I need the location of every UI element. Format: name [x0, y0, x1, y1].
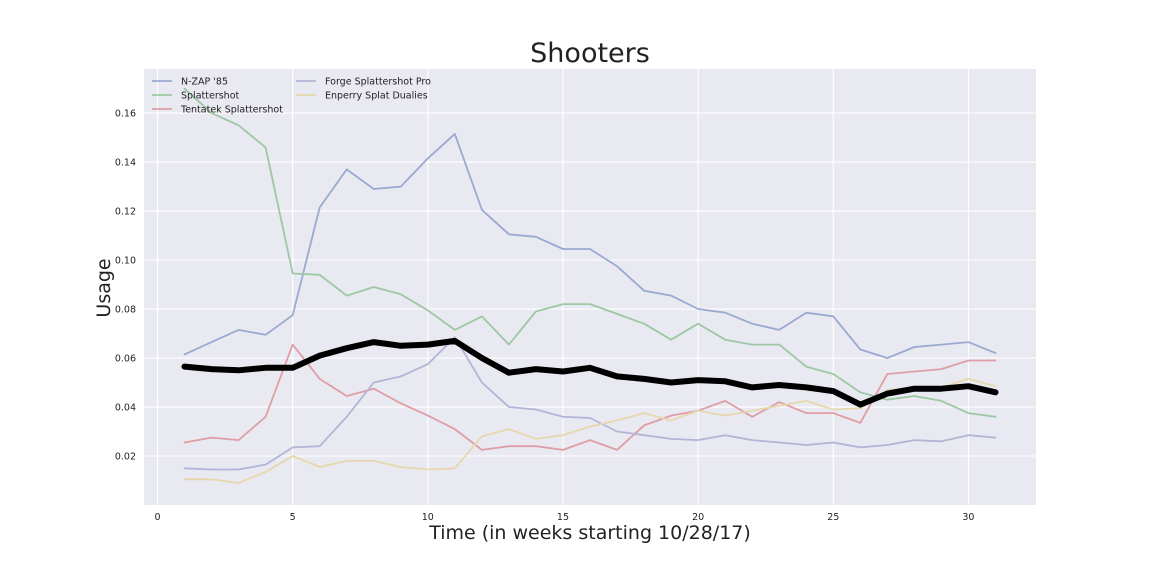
chart-title: Shooters: [530, 38, 650, 69]
series-line-tentatek-splattershot: [183, 343, 997, 451]
series-line-average: [181, 337, 999, 408]
x-tick-label: 10: [422, 512, 434, 523]
y-tick-label: 0.12: [115, 207, 136, 218]
x-tick-label: 20: [692, 512, 704, 523]
legend: N-ZAP '85 Splattershot Tentatek Splattersh…: [152, 77, 431, 116]
y-tick-label: 0.16: [115, 109, 136, 120]
series-line-forge-splattershot-pro: [183, 336, 997, 471]
x-axis-label: Time (in weeks starting 10/28/17): [428, 522, 751, 544]
legend-label: Splattershot: [181, 91, 240, 102]
x-tick-label: 0: [154, 512, 160, 523]
y-tick-label: 0.06: [115, 354, 136, 365]
y-tick-label: 0.10: [115, 256, 136, 267]
y-tick-label: 0.02: [115, 452, 136, 463]
y-tick-label: 0.08: [115, 305, 136, 316]
series-line-enperry-splat-dualies: [183, 377, 997, 484]
series-line-n-zap-85: [183, 132, 997, 359]
grid-lines: [144, 69, 1036, 505]
legend-label: N-ZAP '85: [181, 77, 228, 88]
x-tick-label: 30: [962, 512, 974, 523]
series-line-splattershot: [183, 87, 997, 418]
y-axis-ticks: 0.02 0.04 0.06 0.08 0.10 0.12 0.14 0.16: [115, 109, 136, 463]
x-tick-label: 5: [290, 512, 296, 523]
x-tick-label: 25: [827, 512, 839, 523]
y-tick-label: 0.04: [115, 403, 136, 414]
x-axis-ticks: 0 5 10 15 20 25 30: [154, 512, 974, 523]
legend-label: Tentatek Splattershot: [180, 105, 283, 116]
legend-label: Forge Splattershot Pro: [325, 77, 431, 88]
y-axis-label: Usage: [93, 258, 115, 317]
legend-label: Enperry Splat Dualies: [325, 91, 428, 102]
x-tick-label: 15: [557, 512, 569, 523]
y-tick-label: 0.14: [115, 158, 136, 169]
series-lines: [181, 87, 999, 484]
